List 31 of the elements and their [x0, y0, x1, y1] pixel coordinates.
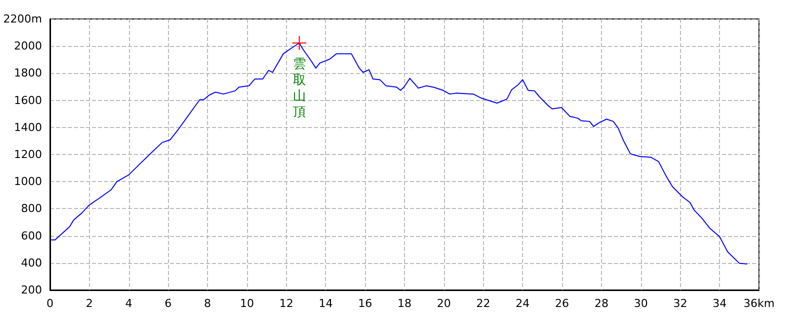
x-tick-label: 12: [279, 297, 294, 310]
x-tick-label: 28: [594, 297, 608, 310]
x-tick-label: 26: [555, 297, 570, 310]
x-tick-label: 30: [634, 297, 648, 310]
x-tick-label: 14: [318, 297, 333, 310]
x-tick-label: 4: [125, 297, 132, 310]
x-tick-label: 32: [673, 297, 688, 310]
y-tick-label: 1800: [14, 66, 42, 80]
y-tick-label: 1400: [14, 120, 42, 134]
x-tick-label: 0: [46, 297, 54, 310]
y-tick-label: 1200: [14, 148, 42, 161]
x-tick-label: 36km: [743, 297, 775, 310]
y-tick-label: 2000: [14, 40, 42, 53]
y-tick-label: 1000: [14, 175, 42, 188]
x-tick-label: 6: [164, 297, 172, 310]
y-tick-label: 800: [21, 202, 42, 216]
y-tick-label: 2200m: [3, 12, 42, 26]
x-tick-label: 10: [240, 297, 254, 310]
y-tick-label: 400: [21, 256, 42, 270]
x-tick-label: 18: [398, 297, 412, 310]
x-tick-label: 22: [476, 297, 490, 310]
x-tick-label: 20: [436, 297, 451, 310]
y-tick-label: 1600: [14, 94, 42, 107]
y-tick-label: 200: [21, 284, 42, 296]
x-tick-label: 16: [358, 297, 372, 310]
y-tick-label: 600: [21, 229, 42, 242]
x-tick-label: 8: [204, 297, 212, 310]
x-tick-label: 24: [516, 297, 530, 310]
annotation: 雲取山頂: [292, 56, 306, 120]
x-tick-label: 34: [712, 297, 727, 310]
x-tick-label: 2: [86, 297, 93, 310]
